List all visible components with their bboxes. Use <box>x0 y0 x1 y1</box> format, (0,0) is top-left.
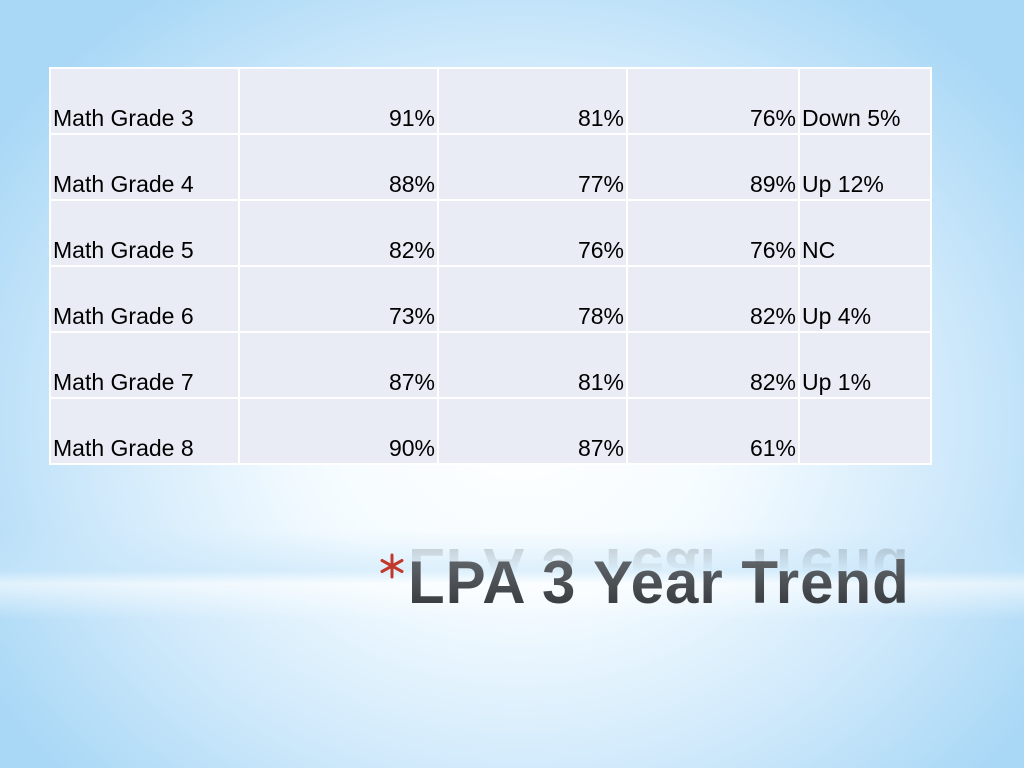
score-cell: 76% <box>626 67 800 135</box>
table-row: Math Grade 6 73% 78% 82% Up 4% <box>49 265 932 333</box>
table-row: Math Grade 8 90% 87% 61% <box>49 397 932 465</box>
row-label: Math Grade 3 <box>49 67 240 135</box>
score-cell: 89% <box>626 133 800 201</box>
trend-table: Math Grade 3 91% 81% 76% Down 5% Math Grade 4… <box>49 67 932 465</box>
row-label: Math Grade 6 <box>49 265 240 333</box>
score-cell: 82% <box>626 265 800 333</box>
row-label: Math Grade 7 <box>49 331 240 399</box>
score-cell: 76% <box>437 199 628 267</box>
table-row: Math Grade 5 82% 76% 76% NC <box>49 199 932 267</box>
trend-cell: Up 12% <box>798 133 932 201</box>
trend-cell: NC <box>798 199 932 267</box>
trend-cell: Up 4% <box>798 265 932 333</box>
score-cell: 61% <box>626 397 800 465</box>
score-cell: 81% <box>437 67 628 135</box>
score-cell: 77% <box>437 133 628 201</box>
score-cell: 87% <box>437 397 628 465</box>
trend-cell: Up 1% <box>798 331 932 399</box>
trend-cell: Down 5% <box>798 67 932 135</box>
table-row: Math Grade 4 88% 77% 89% Up 12% <box>49 133 932 201</box>
slide-title: LPA 3 Year Trend <box>408 549 910 616</box>
score-cell: 91% <box>238 67 439 135</box>
score-cell: 87% <box>238 331 439 399</box>
score-cell: 76% <box>626 199 800 267</box>
title-reflection: LPA 3 Year Trend <box>408 536 910 603</box>
row-label: Math Grade 8 <box>49 397 240 465</box>
row-label: Math Grade 4 <box>49 133 240 201</box>
empty-cell <box>798 397 932 465</box>
score-cell: 82% <box>238 199 439 267</box>
score-cell: 78% <box>437 265 628 333</box>
score-cell: 82% <box>626 331 800 399</box>
score-cell: 88% <box>238 133 439 201</box>
score-cell: 90% <box>238 397 439 465</box>
score-cell: 73% <box>238 265 439 333</box>
score-cell: 81% <box>437 331 628 399</box>
table-row: Math Grade 3 91% 81% 76% Down 5% <box>49 67 932 135</box>
bullet-asterisk <box>380 553 404 579</box>
table-row: Math Grade 7 87% 81% 82% Up 1% <box>49 331 932 399</box>
row-label: Math Grade 5 <box>49 199 240 267</box>
background-band <box>0 530 1024 620</box>
